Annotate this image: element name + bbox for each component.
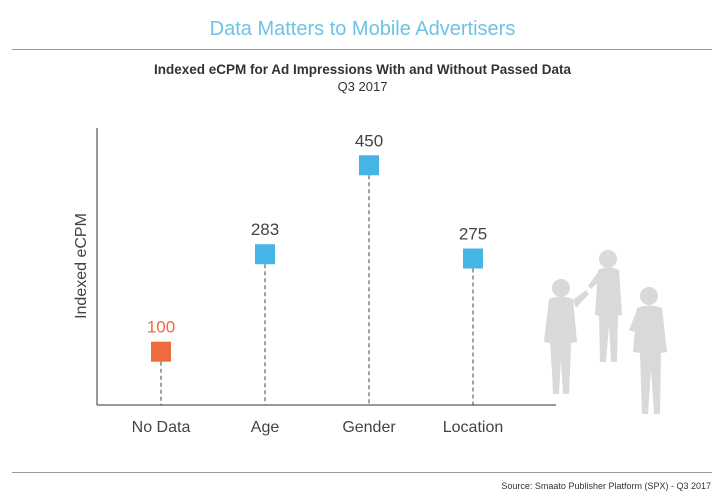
people-silhouette-icon bbox=[544, 250, 667, 414]
chart-title: Indexed eCPM for Ad Impressions With and… bbox=[153, 62, 572, 77]
data-point-0 bbox=[151, 341, 171, 362]
data-point-1 bbox=[255, 244, 275, 265]
x-tick-label-0: No Data bbox=[132, 419, 191, 436]
data-label-1: 283 bbox=[251, 220, 279, 239]
top-divider bbox=[12, 49, 712, 50]
chart-subtitle: Q3 2017 bbox=[337, 79, 388, 94]
data-label-2: 450 bbox=[355, 131, 383, 150]
x-tick-label-3: Location bbox=[443, 419, 504, 436]
x-tick-label-1: Age bbox=[251, 419, 280, 436]
banner-title: Data Matters to Mobile Advertisers bbox=[209, 18, 516, 40]
data-point-3 bbox=[463, 248, 483, 269]
data-point-2 bbox=[359, 155, 379, 176]
y-axis-label: Indexed eCPM bbox=[73, 213, 90, 319]
data-label-3: 275 bbox=[459, 225, 487, 244]
chart-marks: 100 No Data 283 Age 450 Gender 275 Location bbox=[132, 131, 504, 436]
bottom-divider bbox=[12, 472, 712, 473]
data-label-0: 100 bbox=[147, 318, 175, 337]
x-tick-label-2: Gender bbox=[342, 419, 396, 436]
source-note: Source: Smaato Publisher Platform (SPX) … bbox=[501, 481, 711, 491]
